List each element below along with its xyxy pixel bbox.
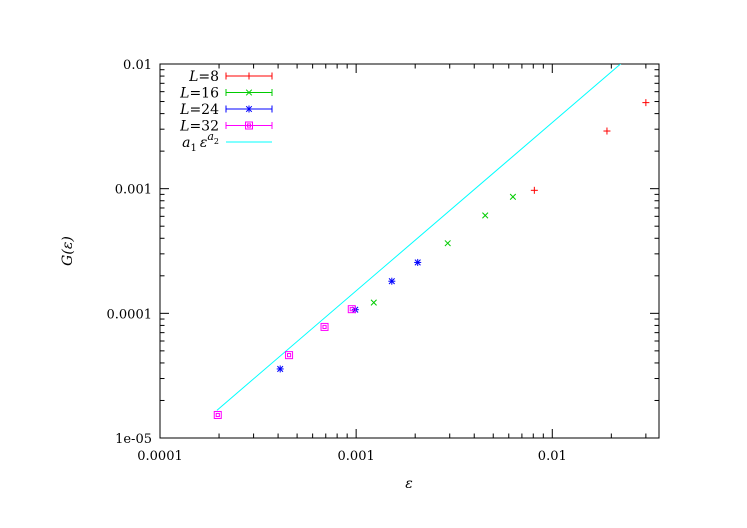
points-layer <box>213 99 650 419</box>
legend-marker <box>245 89 253 96</box>
fit-line-layer <box>216 64 622 411</box>
legend-entry: L=32 <box>179 119 273 135</box>
data-point <box>347 305 356 314</box>
axes-layer: 0.0001 0.001 0.01 1e-05 0.0001 0.001 0.01 <box>107 58 660 464</box>
data-point <box>482 212 489 219</box>
legend-label: L=16 <box>179 86 219 102</box>
data-point <box>509 193 517 200</box>
legend-label: L=24 <box>179 102 219 118</box>
data-point <box>388 277 396 285</box>
plot-frame <box>159 63 660 439</box>
data-point <box>370 299 377 306</box>
y-tick-label: 0.01 <box>123 58 152 73</box>
fit-line <box>216 64 622 411</box>
legend-label: L=32 <box>179 119 219 135</box>
legend-label: a1 εa2 <box>182 130 219 154</box>
legend-errorbar-sample <box>225 122 273 129</box>
data-point <box>530 186 538 194</box>
y-tick-label: 0.0001 <box>107 307 153 322</box>
legend-entry: L=8 <box>188 69 273 85</box>
x-tick-label: 0.01 <box>538 449 567 464</box>
data-point <box>276 365 284 373</box>
x-tick-label: 0.0001 <box>137 449 183 464</box>
data-point <box>642 99 650 107</box>
y-tick-label: 1e-05 <box>115 432 152 447</box>
data-point <box>414 258 422 266</box>
legend-entry: a1 εa2 <box>182 130 272 154</box>
data-point <box>285 351 294 360</box>
y-axis-label: G(ε) <box>60 236 76 266</box>
data-point <box>213 410 222 419</box>
data-point <box>320 322 329 331</box>
legend-entry: L=16 <box>179 86 273 102</box>
x-tick-label: 0.001 <box>338 449 375 464</box>
legend-marker <box>245 121 253 130</box>
legend-entry: L=24 <box>179 102 273 118</box>
legend-marker <box>245 105 253 113</box>
x-axis-label: ε <box>405 476 413 492</box>
data-point <box>603 127 611 135</box>
legend-label: L=8 <box>188 69 219 85</box>
data-point <box>444 240 451 247</box>
y-tick-label: 0.001 <box>115 183 152 198</box>
legend-marker <box>245 72 253 80</box>
